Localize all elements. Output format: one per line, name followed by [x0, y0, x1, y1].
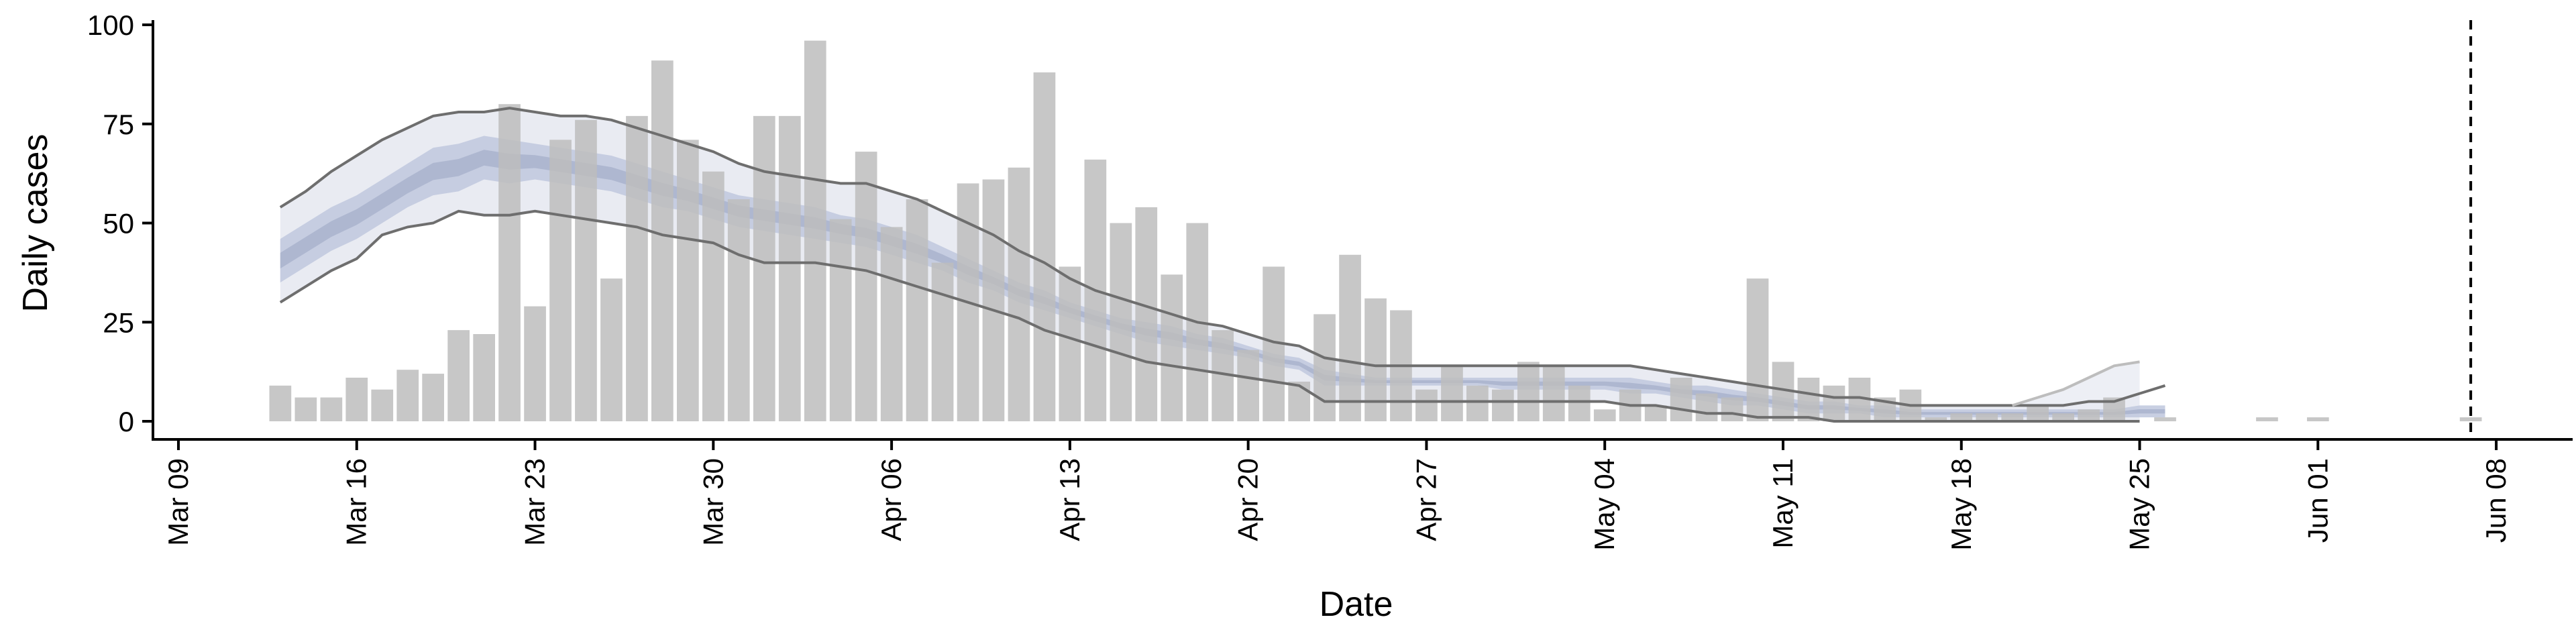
bar-day-19: [753, 115, 775, 421]
bar-day-66: [1950, 413, 1973, 421]
bar-day-78: [2256, 417, 2278, 421]
bar-day-11: [549, 140, 572, 421]
bar-day-10: [524, 306, 546, 421]
bar-day-1: [294, 397, 317, 421]
upper-bound-line: [279, 107, 2166, 407]
bar-day-67: [1976, 413, 1998, 421]
bar-day-56: [1695, 393, 1718, 421]
y-tick-label-25: 25: [103, 307, 134, 338]
bar-day-28: [982, 179, 1005, 421]
tick-labels: 0 25 50 75 100 Mar 09 Mar 16 Mar 23 Mar 30 Apr 06…: [87, 9, 2512, 551]
bar-day-14: [626, 115, 648, 421]
x-tick-label-7: Apr 27: [1410, 458, 1442, 541]
projection-upper-line: [2012, 360, 2140, 407]
bar-day-12: [575, 119, 597, 422]
bar-day-38: [1237, 350, 1259, 421]
axes: [142, 20, 2573, 450]
x-tick-label-12: Jun 01: [2302, 458, 2333, 543]
bar-day-49: [1517, 362, 1540, 421]
bar-day-48: [1492, 389, 1514, 421]
bar-day-22: [829, 219, 852, 421]
bar-day-35: [1161, 274, 1183, 421]
x-tick-label-2: Mar 23: [519, 458, 551, 546]
bar-day-23: [855, 152, 877, 421]
bar-day-25: [906, 199, 928, 421]
y-tick-label-100: 100: [87, 9, 134, 41]
bar-day-47: [1466, 385, 1489, 421]
x-tick-label-11: May 25: [2124, 458, 2155, 551]
bar-day-65: [1925, 417, 1947, 421]
bar-day-21: [804, 40, 826, 422]
bar-day-45: [1415, 389, 1438, 421]
bar-day-80: [2307, 417, 2329, 421]
interval-bound-lines: [279, 107, 2166, 423]
bar-day-57: [1721, 397, 1743, 421]
bar-day-68: [2001, 413, 2024, 421]
bar-day-31: [1059, 266, 1081, 421]
inner-interval-band: [280, 136, 2165, 418]
y-axis-title: Daily cases: [16, 134, 55, 313]
x-tick-label-6: Apr 20: [1232, 458, 1264, 541]
x-tick-label-4: Apr 06: [875, 458, 907, 541]
bar-day-34: [1135, 207, 1158, 421]
bar-day-4: [371, 389, 394, 421]
bar-day-16: [677, 140, 699, 421]
bar-day-71: [2078, 409, 2100, 421]
bar-day-7: [447, 330, 470, 421]
bar-day-6: [422, 374, 444, 421]
bar-day-5: [396, 370, 419, 421]
bar-day-24: [880, 227, 903, 421]
x-tick-label-1: Mar 16: [341, 458, 372, 546]
y-tick-label-0: 0: [119, 406, 134, 437]
bar-day-2: [320, 397, 343, 421]
bar-day-20: [778, 115, 801, 421]
bar-day-54: [1644, 405, 1667, 421]
bar-day-29: [1008, 167, 1030, 422]
y-tick-label-50: 50: [103, 208, 134, 239]
bar-day-30: [1033, 72, 1056, 421]
y-tick-label-75: 75: [103, 109, 134, 140]
x-axis-title: Date: [1320, 585, 1393, 624]
bar-day-41: [1313, 314, 1336, 421]
bar-day-50: [1542, 366, 1565, 421]
bar-day-70: [2052, 413, 2074, 421]
bar-day-58: [1746, 278, 1769, 421]
bar-day-17: [702, 171, 724, 421]
bar-day-51: [1568, 385, 1591, 421]
bar-day-86: [2459, 417, 2482, 421]
bar-day-52: [1593, 409, 1616, 421]
bar-day-60: [1797, 378, 1820, 421]
bar-day-74: [2154, 417, 2176, 421]
bar-day-3: [345, 378, 368, 421]
bar-day-46: [1441, 366, 1463, 421]
bar-day-61: [1823, 385, 1845, 421]
x-tick-label-9: May 11: [1767, 458, 1799, 549]
bar-day-15: [651, 60, 674, 421]
bar-day-9: [498, 104, 521, 421]
bar-day-26: [931, 262, 954, 421]
x-tick-label-10: May 18: [1945, 458, 1977, 551]
bar-day-33: [1110, 223, 1132, 421]
bar-day-42: [1339, 254, 1361, 421]
median-interval-band: [280, 150, 2165, 415]
x-tick-label-8: May 04: [1589, 458, 1620, 551]
x-tick-label-13: Jun 08: [2480, 458, 2512, 543]
bar-day-43: [1364, 298, 1387, 421]
outer-interval-band: [280, 108, 2140, 421]
x-tick-label-0: Mar 09: [162, 458, 194, 546]
bar-day-40: [1288, 381, 1310, 421]
bar-day-8: [473, 334, 495, 421]
lower-bound-line: [279, 209, 2140, 423]
bar-day-13: [600, 278, 623, 421]
x-tick-label-5: Apr 13: [1054, 458, 1085, 541]
bar-day-18: [727, 199, 750, 421]
daily-case-bars: [269, 40, 2482, 422]
x-tick-label-3: Mar 30: [697, 458, 729, 546]
bar-day-69: [2027, 405, 2049, 421]
bar-day-55: [1670, 378, 1693, 421]
bar-day-0: [269, 385, 292, 421]
